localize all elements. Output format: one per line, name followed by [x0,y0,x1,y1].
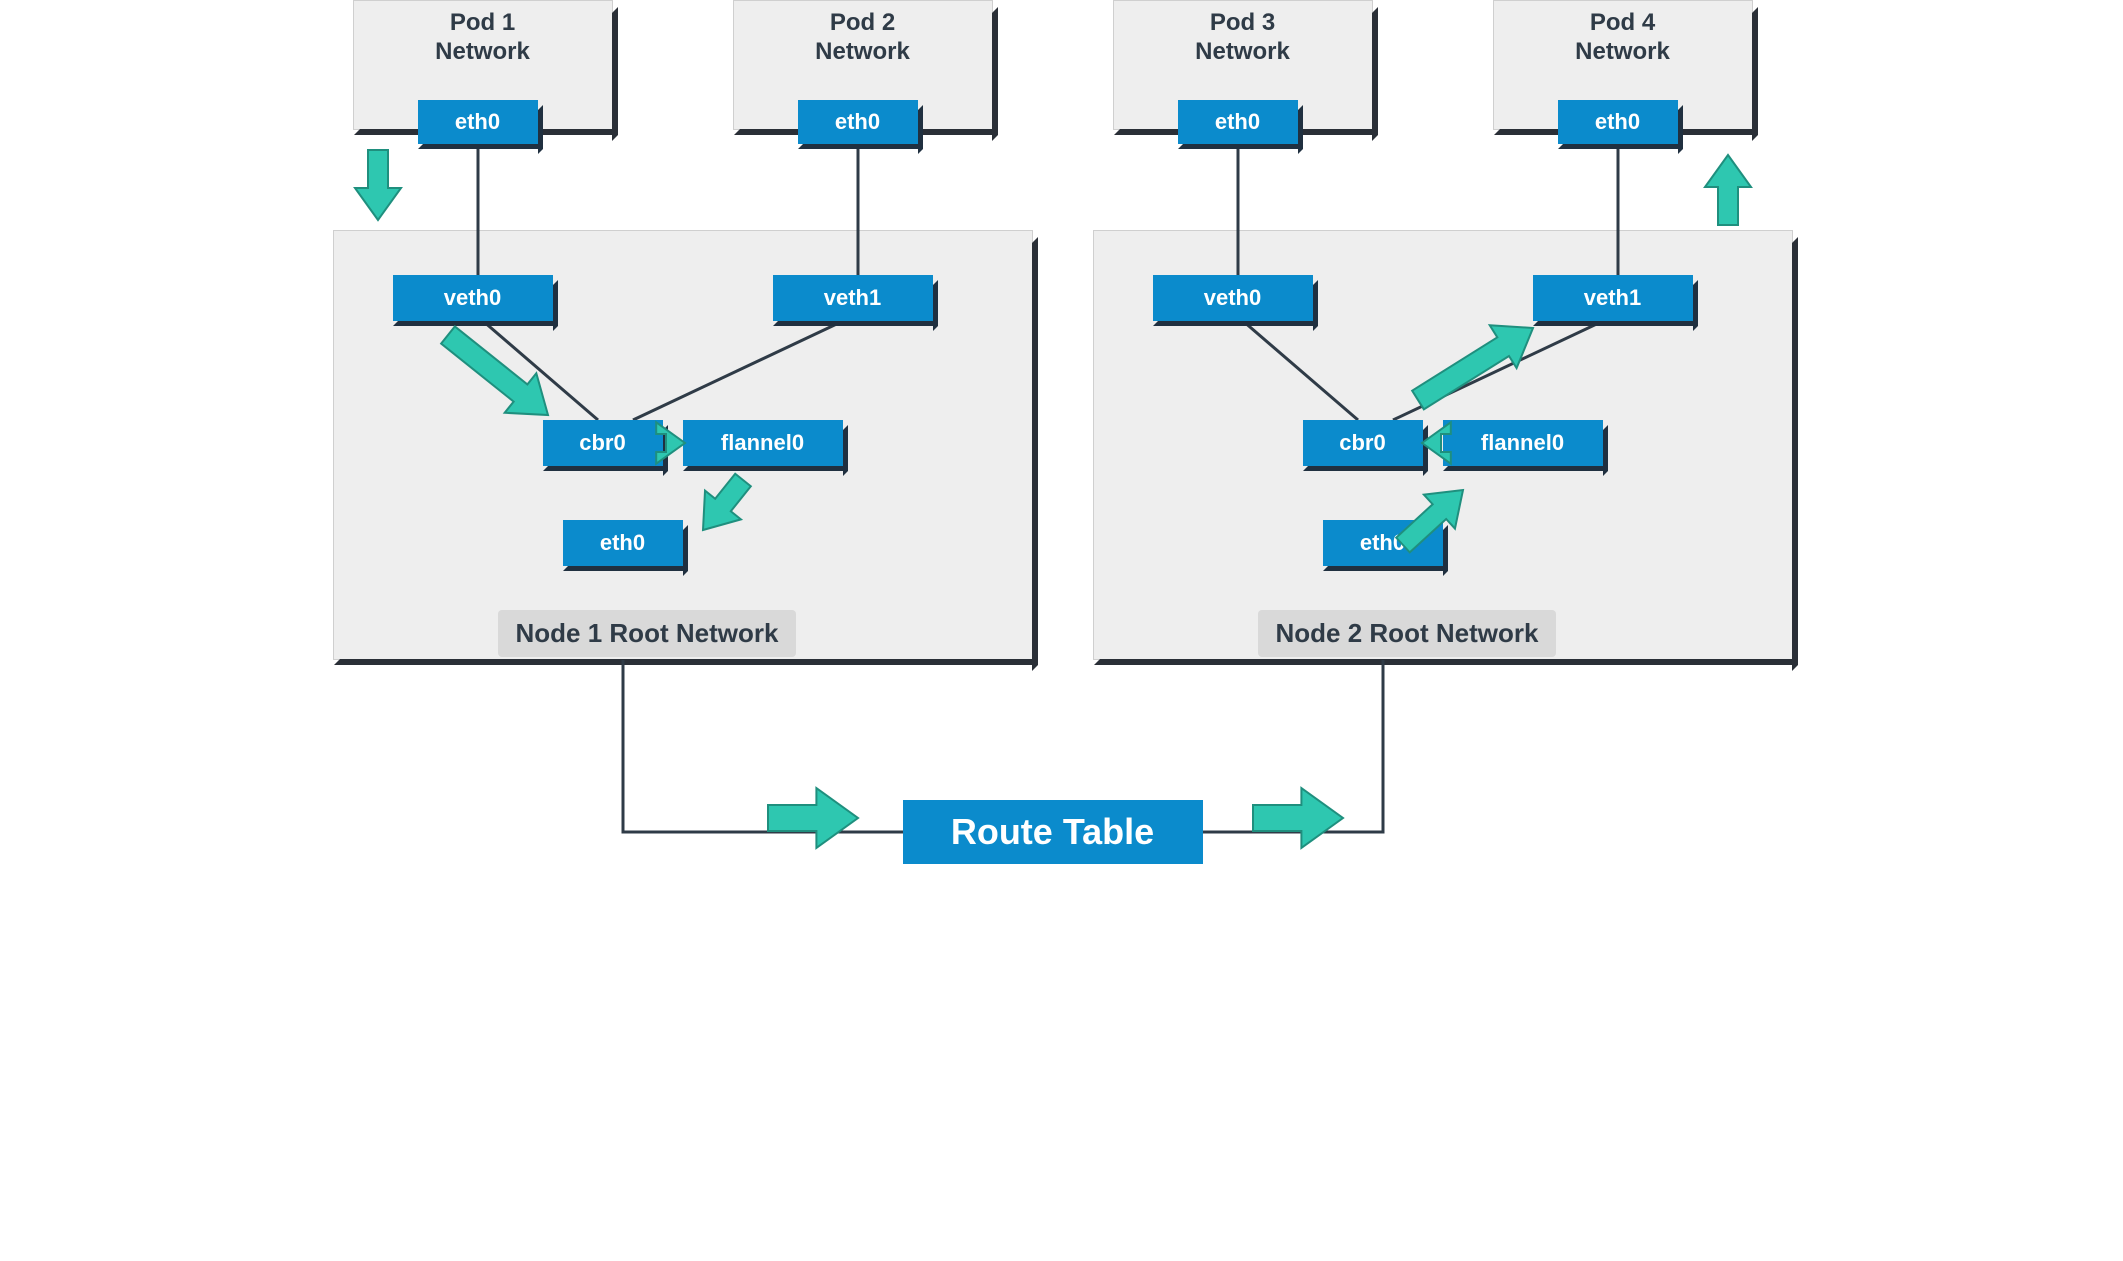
flow-arrow [1705,155,1751,225]
interface-chip: eth0 [563,520,683,566]
interface-chip: flannel0 [683,420,843,466]
interface-chip: eth0 [1323,520,1443,566]
interface-chip: eth0 [418,100,538,144]
flow-arrow [355,150,401,220]
node-label: Node 2 Root Network [1258,610,1557,657]
interface-chip: veth0 [393,275,553,321]
diagram-stage: Pod 1Network Pod 2Network Pod 3Network Pod … [333,0,1791,900]
interface-chip: eth0 [1178,100,1298,144]
interface-chip: veth1 [773,275,933,321]
interface-chip: eth0 [1558,100,1678,144]
interface-chip: veth1 [1533,275,1693,321]
route-table: Route Table [903,800,1203,864]
interface-chip: cbr0 [1303,420,1423,466]
interface-chip: cbr0 [543,420,663,466]
interface-chip: flannel0 [1443,420,1603,466]
node-label: Node 1 Root Network [498,610,797,657]
interface-chip: eth0 [798,100,918,144]
pod-title: Pod 1Network [354,9,612,67]
pod-title: Pod 2Network [734,9,992,67]
pod-title: Pod 3Network [1114,9,1372,67]
flow-arrow [1253,788,1343,848]
pod-title: Pod 4Network [1494,9,1752,67]
interface-chip: veth0 [1153,275,1313,321]
flow-arrow [768,788,858,848]
